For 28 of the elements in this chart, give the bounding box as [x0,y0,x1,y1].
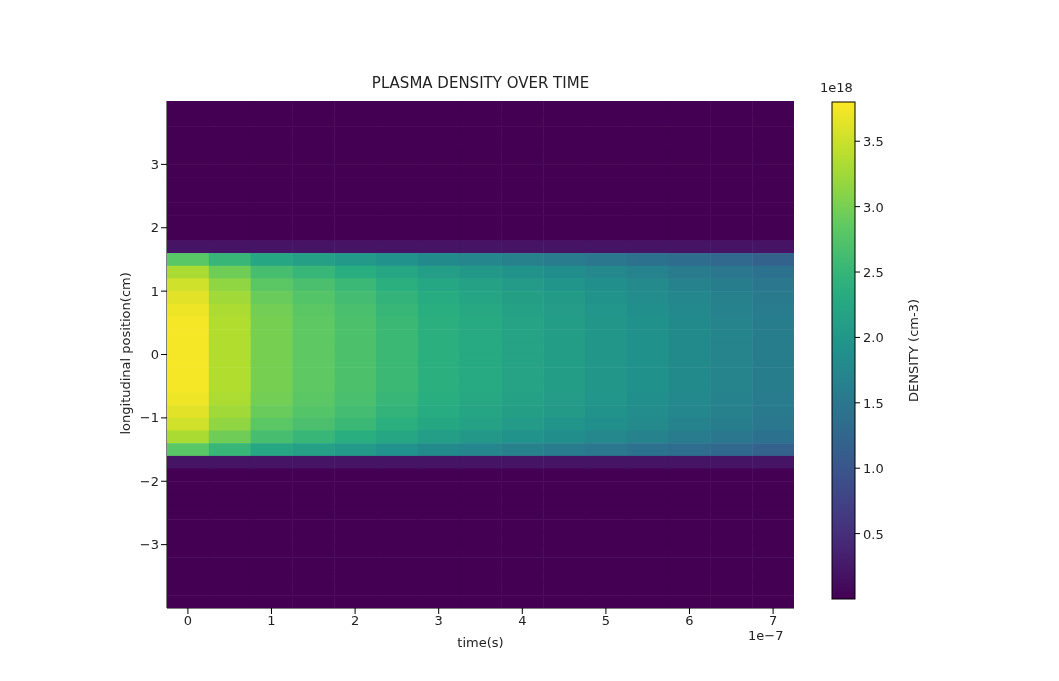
color-bar-label: 0.5 [863,526,884,542]
color-bar-label: 1.0 [863,461,884,477]
x-tick-label: 2 [350,613,360,629]
y-tick-label: 1 [150,283,159,299]
y-axis-title: longitudinal position(cm) [117,272,133,435]
x-axis-title: time(s) [457,635,504,650]
color-bar-label: 3.0 [863,199,884,215]
text: 1e18 [820,80,853,95]
y-tick-label: 2 [150,220,159,236]
chart-title: PLASMA DENSITY OVER TIME [370,74,591,92]
y-tick-label: 0 [150,347,159,363]
x-tick-label: 3 [434,613,443,629]
x-tick-label: 6 [685,613,694,629]
color-bar-label: 3.5 [863,134,884,150]
color-bar-label: 2.0 [863,330,884,346]
x-tick-label: 5 [601,613,611,629]
x-tick-label: 4 [518,613,527,629]
x-tick-label: 7 [768,613,778,629]
text: 1e−7 [748,628,784,643]
x-tick-label: 0 [183,613,193,629]
color-bar-label: 2.5 [863,265,884,281]
x-tick-label: 1 [267,613,276,629]
y-tick-label: −3 [139,537,159,553]
color-bar-label: 1.5 [863,395,884,411]
y-tick-label: −2 [139,473,159,489]
y-tick-label: −1 [139,410,159,426]
y-tick-label: 3 [150,156,159,172]
color-bar-title: DENSITY (cm-3) [906,299,921,402]
